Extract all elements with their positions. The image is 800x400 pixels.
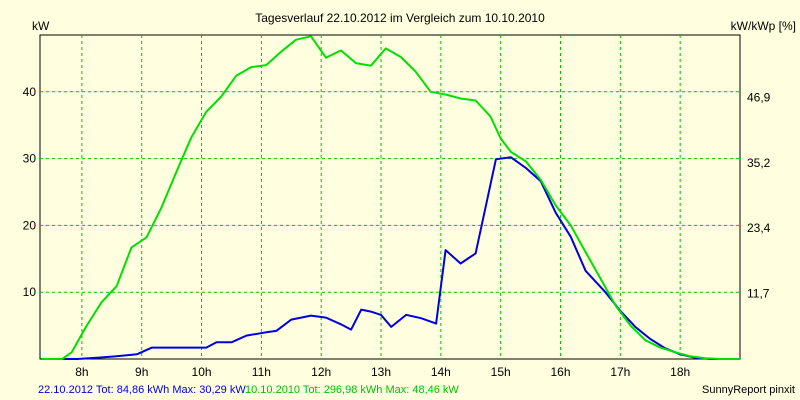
tick-labels: 8h 9h 10h 11h 12h 13h 14h 15h 16h 17h 18h 10 20 30 40 1… [23,85,771,379]
x-tick-label: 12h [311,365,331,379]
x-tick-label: 8h [75,365,88,379]
series-group [41,35,740,360]
y-tick-label-right: 46,9 [747,90,771,104]
y-axis-right-label: kW/kWp [%] [731,19,796,33]
y-tick-label-right: 11,7 [747,287,770,301]
y-axis-left-label: kW [32,19,50,33]
chart-title: Tagesverlauf 22.10.2012 im Vergleich zum… [255,11,545,25]
x-tick-label: 16h [550,365,570,379]
series2-summary: 10.10.2010 Tot: 296,98 kWh Max: 48,46 kW [245,384,459,396]
footer: 22.10.2012 Tot: 84,86 kWh Max: 30,29 kW … [0,381,800,399]
x-tick-label: 17h [610,365,630,379]
y-tick-label-right: 35,2 [747,156,771,170]
series-line-2 [41,35,740,360]
y-tick-label-left: 20 [23,218,37,232]
x-tick-label: 11h [252,365,271,379]
credit-text: SunnyReport pinxit [702,384,795,396]
x-tick-label: 9h [135,365,148,379]
x-tick-label: 13h [371,365,391,379]
x-tick-label: 14h [431,365,451,379]
grid-lines [40,35,740,359]
plot-area [39,34,741,360]
y-tick-label-right: 23,4 [747,221,771,235]
series1-summary: 22.10.2012 Tot: 84,86 kWh Max: 30,29 kW [38,384,246,396]
x-tick-label: 18h [670,365,690,379]
y-tick-label-left: 10 [23,285,37,299]
y-tick-label-left: 30 [23,152,37,166]
x-tick-label: 10h [192,365,212,379]
x-tick-label: 15h [491,365,511,379]
y-tick-label-left: 40 [23,85,37,99]
